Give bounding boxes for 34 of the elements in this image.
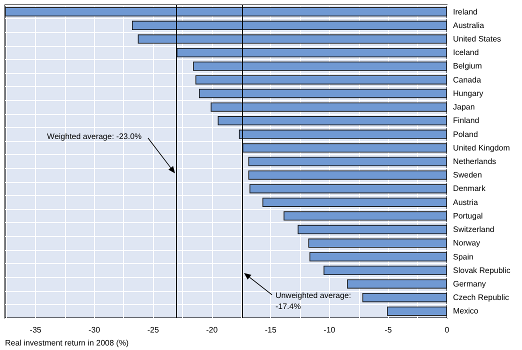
- y-tick-label: Australia: [453, 20, 485, 30]
- y-tick-label: Norway: [453, 238, 480, 248]
- y-tick-label: Austria: [453, 198, 478, 207]
- y-tick-label: Japan: [453, 102, 475, 112]
- y-tick-label: Hungary: [453, 88, 484, 98]
- y-tick-label: Portugal: [453, 211, 484, 220]
- y-tick-label: United States: [453, 34, 502, 44]
- x-tick-label: 0: [444, 326, 450, 334]
- y-tick-label: Poland: [453, 130, 478, 139]
- ref-line-label: Weighted average: -23.0%: [46, 131, 142, 142]
- y-tick-label: Spain: [453, 252, 474, 262]
- y-tick-label: Finland: [453, 116, 480, 126]
- y-tick-label: Slovak Republic: [453, 266, 510, 275]
- y-tick-label: Ireland: [453, 7, 478, 16]
- x-tick-label: -35: [30, 326, 42, 334]
- x-tick-label: -20: [206, 326, 218, 334]
- x-tick-label: -15: [264, 326, 277, 334]
- y-tick-label: Switzerland: [453, 225, 494, 234]
- y-tick-label: Germany: [453, 279, 486, 288]
- x-tick-label: -25: [147, 326, 160, 334]
- y-tick-label: United Kingdom: [453, 143, 510, 152]
- y-tick-label: Canada: [453, 75, 482, 84]
- y-tick-label: Czech Republic: [453, 293, 510, 302]
- x-tick-label: -5: [384, 326, 392, 334]
- y-tick-label: Mexico: [453, 306, 479, 316]
- y-tick-label: Iceland: [453, 48, 479, 58]
- y-tick-label: Sweden: [453, 170, 482, 180]
- x-tick-label: -30: [88, 326, 101, 334]
- x-axis-title: Real investment return in 2008 (%): [5, 338, 129, 348]
- y-tick-label: Denmark: [453, 184, 486, 194]
- y-tick-label: Netherlands: [453, 157, 496, 166]
- ref-line-label: Unweighted average: -17.4%: [275, 290, 352, 312]
- x-tick-label: -10: [324, 326, 336, 334]
- y-tick-label: Belgium: [453, 62, 482, 71]
